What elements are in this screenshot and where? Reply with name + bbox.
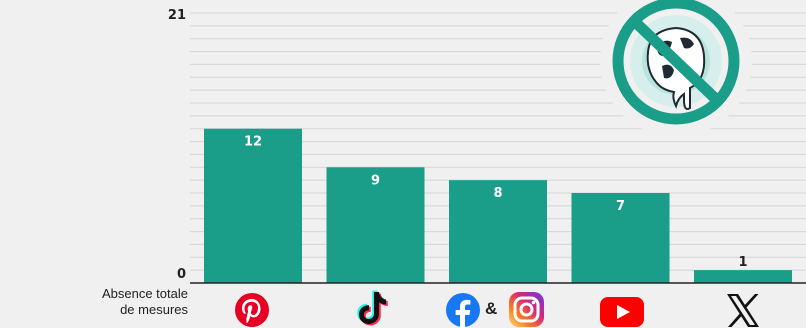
- bar-value-label: 1: [738, 255, 747, 270]
- bar-tiktok: [326, 167, 425, 283]
- x-icon: [727, 294, 759, 327]
- baseline-note: Absence totale de mesures: [40, 286, 188, 318]
- tiktok-icon: [357, 290, 388, 326]
- baseline-note-line-2: de mesures: [120, 302, 188, 317]
- bar-value-label: 9: [371, 173, 380, 188]
- youtube-icon: [600, 297, 644, 327]
- bar-pinterest: [204, 128, 302, 283]
- pinterest-icon: [235, 293, 269, 327]
- y-tick-label-max: 21: [168, 8, 186, 23]
- bar-value-label: 12: [244, 135, 262, 150]
- bar-facebook-instagram: [449, 180, 547, 283]
- ampersand-text: &: [485, 299, 498, 318]
- bar-value-label: 7: [616, 199, 625, 214]
- melting-earth-prohibited-icon: [600, 0, 752, 137]
- baseline-note-line-1: Absence totale: [101, 286, 188, 301]
- y-tick-label-min: 0: [177, 267, 186, 282]
- bar-value-label: 8: [493, 186, 502, 201]
- bar-x: [694, 270, 792, 283]
- instagram-icon: [509, 292, 544, 327]
- bars: 12 9 8 7 1: [204, 128, 792, 283]
- facebook-icon: [446, 293, 480, 328]
- bar-youtube: [571, 193, 670, 283]
